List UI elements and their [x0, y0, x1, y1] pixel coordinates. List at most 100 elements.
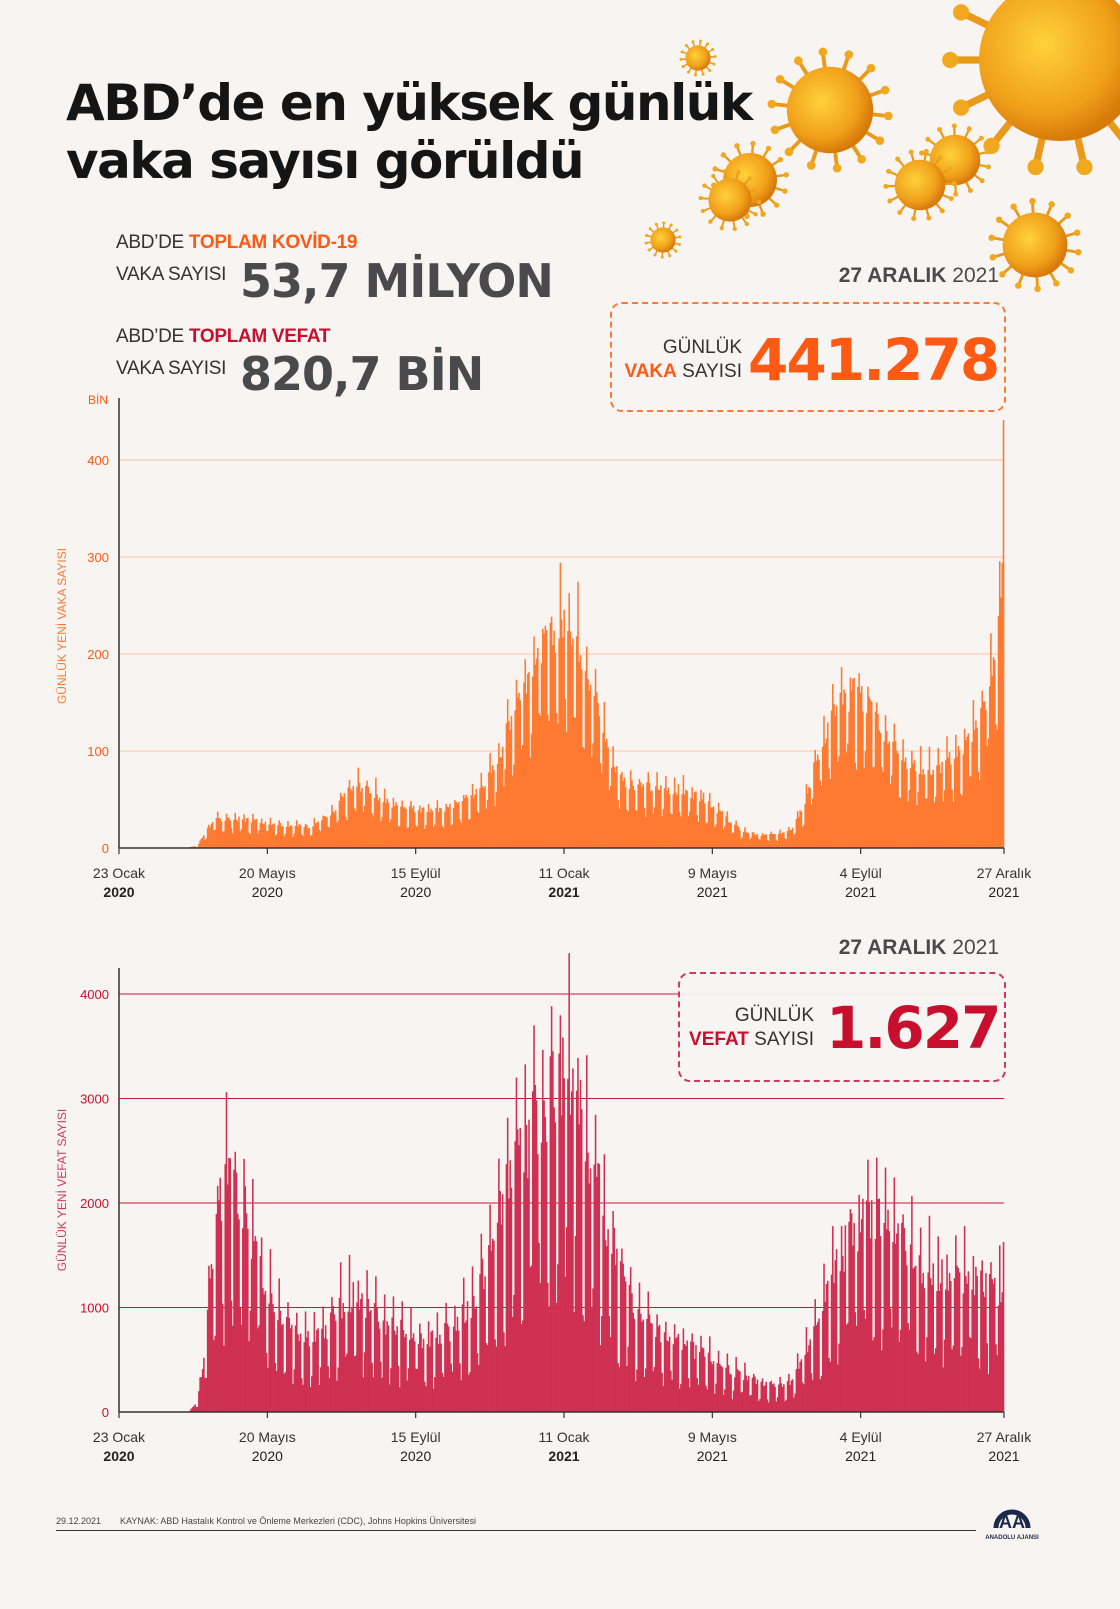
bar	[198, 1391, 200, 1412]
bar	[622, 1263, 624, 1412]
bar	[406, 1380, 409, 1412]
bar	[483, 1288, 485, 1412]
bar	[848, 711, 850, 848]
bar	[742, 1380, 745, 1412]
bar	[619, 774, 622, 848]
bar	[843, 1271, 845, 1412]
bar	[761, 833, 764, 848]
bar	[455, 1330, 457, 1412]
bar	[768, 840, 770, 848]
bar	[982, 1291, 985, 1412]
bar	[596, 1176, 598, 1412]
bar	[311, 834, 313, 848]
bar	[567, 631, 569, 848]
bar	[629, 1267, 632, 1412]
bar	[873, 766, 876, 848]
bar	[259, 1256, 262, 1412]
bar	[410, 800, 412, 848]
bar	[742, 831, 745, 848]
bar	[735, 820, 737, 848]
bar	[534, 664, 537, 848]
x-tick-year: 2021	[988, 1448, 1019, 1464]
bar	[339, 792, 342, 848]
bar	[717, 1350, 720, 1412]
bar	[321, 1328, 323, 1412]
bar	[652, 813, 655, 848]
bar	[636, 1369, 638, 1412]
bar	[352, 1282, 355, 1412]
bar	[351, 1307, 353, 1412]
bar	[491, 1238, 494, 1412]
bar	[298, 1340, 301, 1412]
bar	[870, 1200, 873, 1412]
bar	[956, 756, 958, 848]
bar	[582, 746, 584, 848]
cases-callout-line1: GÜNLÜK	[662, 337, 742, 358]
bar	[240, 828, 243, 848]
bar	[486, 799, 489, 848]
y-tick-label: 400	[87, 453, 109, 468]
bar	[296, 820, 298, 848]
bar	[604, 741, 607, 848]
bar	[447, 807, 450, 848]
bar	[606, 738, 608, 848]
bar	[832, 684, 834, 848]
bar	[647, 772, 650, 848]
bar	[213, 830, 215, 848]
bar	[424, 828, 426, 848]
bar	[450, 1363, 452, 1412]
bar	[311, 1376, 313, 1412]
bar	[301, 1378, 303, 1412]
bar	[665, 776, 667, 848]
bar	[939, 773, 942, 848]
bar	[877, 713, 879, 848]
bar	[243, 814, 245, 848]
bar	[731, 1399, 734, 1412]
bar	[377, 800, 380, 848]
bar	[316, 1330, 318, 1412]
bar	[326, 1339, 328, 1412]
bar	[426, 811, 429, 848]
bar	[791, 1379, 794, 1412]
bar	[785, 1399, 788, 1412]
total-deaths-value: 820,7 BİN	[240, 347, 484, 401]
bar	[756, 833, 759, 848]
bar	[569, 631, 572, 848]
bar	[739, 830, 741, 848]
bar	[771, 833, 774, 848]
bar	[390, 819, 392, 848]
bar	[491, 765, 494, 848]
bar	[919, 746, 922, 848]
bar	[887, 1209, 889, 1412]
bar	[824, 743, 827, 848]
bar	[913, 760, 916, 848]
bar	[446, 1323, 449, 1412]
bar	[348, 779, 351, 848]
bar	[504, 769, 506, 848]
bar	[648, 782, 651, 848]
bar	[574, 1235, 577, 1412]
bar	[285, 826, 288, 848]
bar	[941, 1259, 943, 1412]
bar	[520, 1324, 523, 1412]
bar	[449, 803, 451, 848]
bar	[608, 790, 611, 848]
bar	[946, 736, 948, 848]
bar	[734, 1377, 736, 1412]
x-tick-year: 2021	[697, 1448, 728, 1464]
bar	[245, 1213, 248, 1412]
bar	[493, 1240, 495, 1412]
bar	[724, 826, 726, 848]
bar	[778, 1384, 780, 1412]
bar	[680, 1383, 682, 1412]
bar	[459, 819, 461, 848]
bar	[480, 1233, 483, 1412]
bar	[774, 834, 776, 848]
bar	[790, 1380, 793, 1412]
deaths-date-bold: 27 ARALIK	[838, 936, 947, 959]
bar	[532, 676, 534, 848]
bar	[602, 1215, 604, 1412]
bar	[292, 836, 294, 848]
bar	[908, 1329, 911, 1412]
bar	[194, 1404, 196, 1412]
